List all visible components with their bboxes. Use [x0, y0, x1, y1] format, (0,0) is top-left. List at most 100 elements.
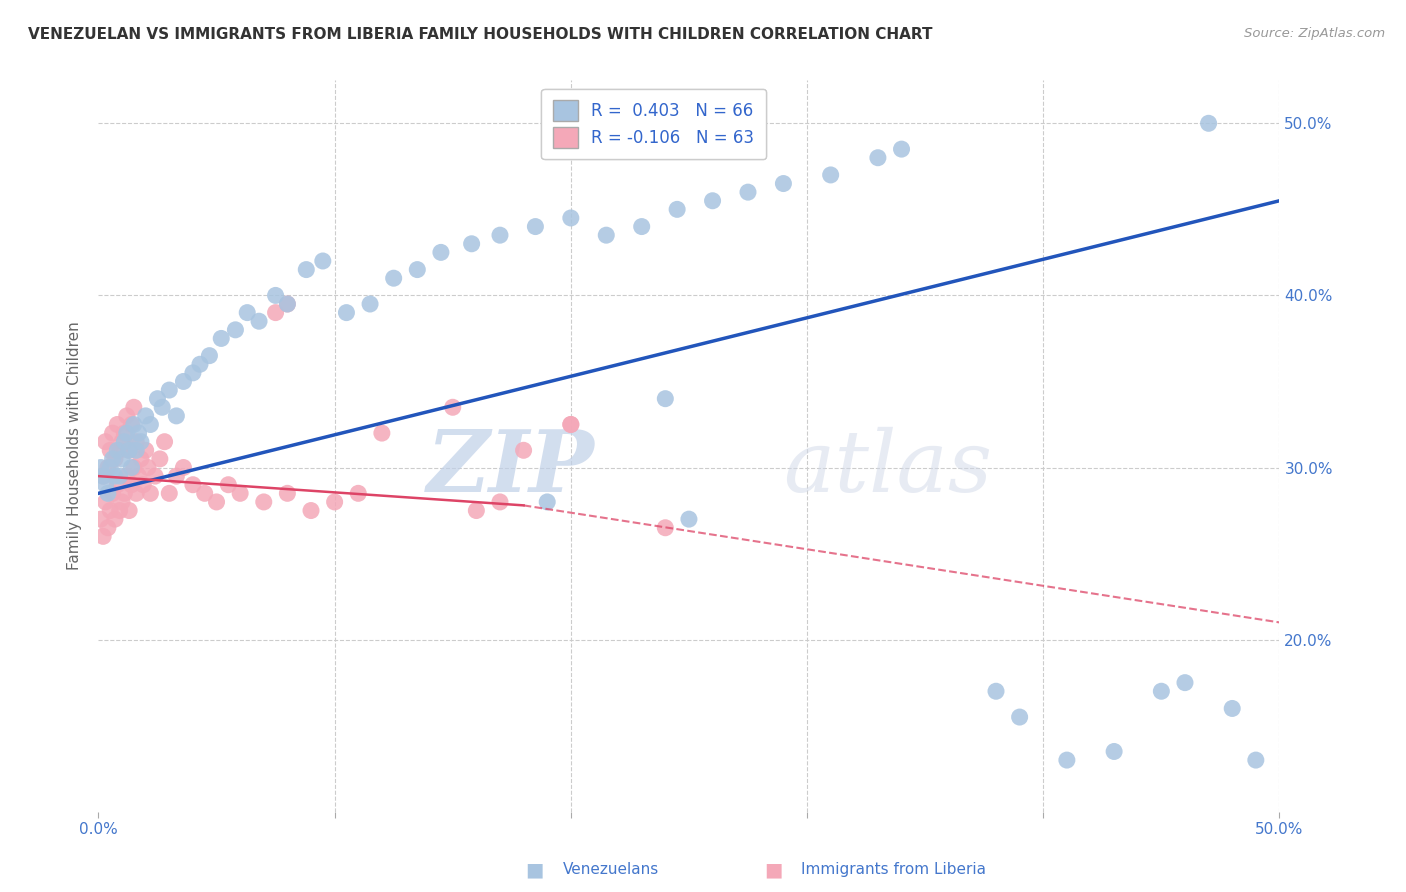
- Point: [150, 401, 173, 415]
- Point: [560, 417, 582, 432]
- Point: [666, 202, 689, 217]
- Point: [122, 401, 145, 415]
- Point: [128, 469, 150, 483]
- Point: [125, 434, 148, 449]
- Text: atlas: atlas: [783, 426, 993, 509]
- Point: [97, 460, 120, 475]
- Point: [335, 305, 357, 319]
- Point: [118, 443, 141, 458]
- Point: [105, 443, 128, 458]
- Point: [772, 177, 794, 191]
- Point: [90, 460, 112, 475]
- Point: [112, 486, 135, 500]
- Point: [135, 409, 157, 423]
- Point: [1056, 753, 1078, 767]
- Point: [489, 228, 512, 243]
- Point: [524, 219, 547, 234]
- Point: [678, 512, 700, 526]
- Point: [94, 495, 117, 509]
- Point: [1244, 753, 1267, 767]
- Point: [111, 451, 134, 466]
- Point: [104, 512, 127, 526]
- Point: [737, 185, 759, 199]
- Point: [149, 451, 172, 466]
- Point: [108, 503, 131, 517]
- Point: [181, 366, 204, 380]
- Point: [98, 443, 121, 458]
- Point: [136, 460, 159, 475]
- Point: [121, 477, 143, 491]
- Point: [128, 426, 150, 441]
- Point: [347, 486, 370, 500]
- Point: [205, 495, 228, 509]
- Point: [654, 521, 676, 535]
- Point: [209, 331, 232, 345]
- Point: [139, 417, 162, 432]
- Point: [217, 477, 239, 491]
- Point: [105, 417, 128, 432]
- Point: [146, 392, 169, 406]
- Point: [866, 151, 889, 165]
- Point: [129, 434, 152, 449]
- Point: [441, 401, 464, 415]
- Point: [91, 529, 114, 543]
- Point: [165, 469, 187, 483]
- Text: VENEZUELAN VS IMMIGRANTS FROM LIBERIA FAMILY HOUSEHOLDS WITH CHILDREN CORRELATIO: VENEZUELAN VS IMMIGRANTS FROM LIBERIA FA…: [28, 27, 932, 42]
- Point: [112, 434, 135, 449]
- Point: [276, 297, 298, 311]
- Point: [890, 142, 912, 156]
- Point: [129, 451, 152, 466]
- Point: [143, 469, 166, 483]
- Point: [489, 495, 512, 509]
- Point: [101, 486, 124, 500]
- Point: [121, 460, 143, 475]
- Point: [122, 460, 145, 475]
- Point: [460, 236, 482, 251]
- Point: [108, 469, 131, 483]
- Legend: R =  0.403   N = 66, R = -0.106   N = 63: R = 0.403 N = 66, R = -0.106 N = 63: [541, 88, 766, 160]
- Y-axis label: Family Households with Children: Family Households with Children: [67, 322, 83, 570]
- Point: [104, 451, 127, 466]
- Point: [118, 443, 141, 458]
- Point: [430, 245, 453, 260]
- Point: [115, 409, 138, 423]
- Point: [91, 469, 114, 483]
- Point: [276, 486, 298, 500]
- Point: [1174, 675, 1197, 690]
- Point: [98, 460, 121, 475]
- Text: Venezuelans: Venezuelans: [562, 863, 658, 877]
- Point: [135, 443, 157, 458]
- Point: [198, 349, 221, 363]
- Point: [229, 486, 252, 500]
- Point: [157, 486, 180, 500]
- Point: [139, 486, 162, 500]
- Point: [312, 254, 335, 268]
- Point: [820, 168, 842, 182]
- Point: [276, 297, 298, 311]
- Point: [406, 262, 429, 277]
- Point: [984, 684, 1007, 698]
- Point: [108, 443, 131, 458]
- Point: [264, 305, 287, 319]
- Point: [132, 477, 155, 491]
- Point: [236, 305, 259, 319]
- Point: [111, 434, 134, 449]
- Point: [101, 426, 124, 441]
- Point: [125, 486, 148, 500]
- Point: [101, 451, 124, 466]
- Point: [112, 426, 135, 441]
- Point: [299, 503, 322, 517]
- Point: [121, 417, 143, 432]
- Point: [153, 434, 176, 449]
- Point: [1150, 684, 1173, 698]
- Point: [115, 426, 138, 441]
- Point: [90, 512, 112, 526]
- Point: [323, 495, 346, 509]
- Point: [118, 503, 141, 517]
- Point: [595, 228, 617, 243]
- Text: ■: ■: [763, 860, 783, 880]
- Point: [111, 495, 134, 509]
- Point: [359, 297, 381, 311]
- Point: [115, 469, 138, 483]
- Point: [1008, 710, 1031, 724]
